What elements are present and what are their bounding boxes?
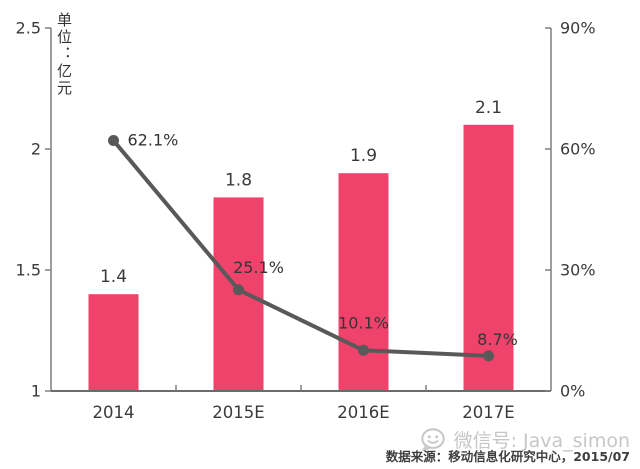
line-point-2016E	[358, 344, 369, 356]
y-axis-label-left: 2.5	[16, 19, 41, 38]
percent-label: 25.1%	[233, 258, 284, 277]
watermark-text: 微信号: Java_simon	[453, 430, 630, 452]
line-point-2017E	[483, 350, 494, 362]
wechat-icon	[418, 427, 448, 453]
percent-label: 62.1%	[128, 131, 179, 150]
left-axis-unit-title: 单位：亿元	[55, 12, 73, 97]
x-axis-label: 2016E	[337, 403, 389, 422]
watermark: 微信号: Java_simon	[418, 426, 630, 453]
y-axis-label-left: 2	[31, 140, 41, 159]
bar-2016E	[338, 173, 389, 391]
x-axis-label: 2017E	[462, 403, 514, 422]
percent-label: 8.7%	[477, 330, 518, 349]
bar-value-label: 1.9	[350, 146, 377, 166]
source-note: 数据来源：移动信息化研究中心，2015/07	[385, 449, 630, 464]
y-axis-label-left: 1.5	[16, 261, 41, 280]
y-axis-label-right: 30%	[560, 261, 596, 280]
bar-value-label: 2.1	[475, 98, 502, 118]
y-axis-label-right: 0%	[560, 382, 585, 401]
x-axis-label: 2014	[93, 403, 135, 422]
line-point-2014	[108, 135, 119, 147]
y-axis-label-left: 1	[31, 382, 41, 401]
bar-2014	[88, 294, 139, 391]
y-axis-label-right: 90%	[560, 19, 596, 38]
percent-label: 10.1%	[338, 313, 389, 332]
line-point-2015E	[233, 284, 244, 296]
line-series	[111, 138, 491, 358]
bar-value-label: 1.4	[100, 267, 127, 287]
bar-2017E	[463, 124, 514, 392]
y-axis-label-right: 60%	[560, 140, 596, 159]
x-axis-label: 2015E	[212, 403, 264, 422]
bar-value-label: 1.8	[225, 170, 252, 190]
